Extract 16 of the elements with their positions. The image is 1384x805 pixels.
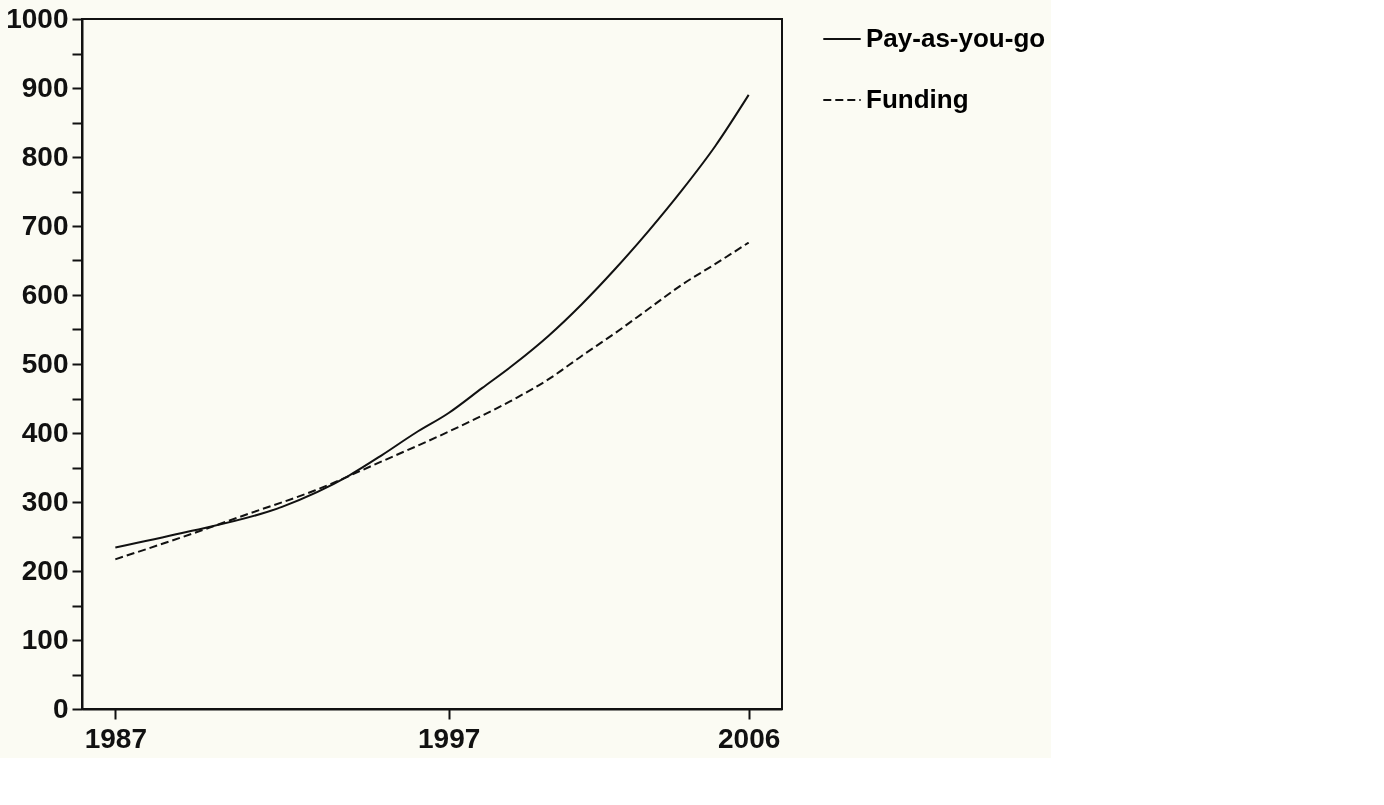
y-tick-label: 300 — [21, 485, 69, 517]
x-tick-label: 1997 — [418, 722, 481, 754]
x-tick-label: 1987 — [84, 722, 147, 754]
legend-label: Pay-as-you-go — [866, 23, 1046, 53]
y-tick-label: 400 — [21, 416, 69, 448]
y-tick-label: 100 — [21, 623, 69, 655]
y-tick-label: 700 — [21, 209, 69, 241]
legend-label: Funding — [866, 84, 969, 114]
y-tick-label: 600 — [21, 278, 69, 310]
y-tick-label: 0 — [52, 692, 69, 724]
y-tick-label: 800 — [21, 140, 69, 172]
y-tick-label: 1000 — [6, 2, 69, 34]
y-tick-label: 200 — [21, 554, 69, 586]
y-tick-label: 900 — [21, 71, 69, 103]
y-tick-label: 500 — [21, 347, 69, 379]
x-tick-label: 2006 — [718, 722, 781, 754]
